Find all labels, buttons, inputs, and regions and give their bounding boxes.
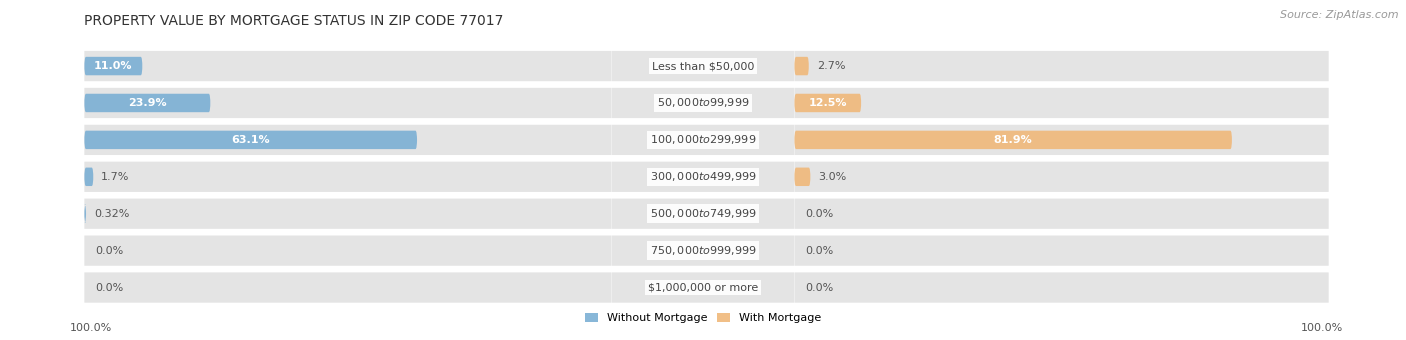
FancyBboxPatch shape: [794, 272, 1329, 303]
FancyBboxPatch shape: [84, 131, 418, 149]
Text: $100,000 to $299,999: $100,000 to $299,999: [650, 133, 756, 147]
FancyBboxPatch shape: [794, 51, 1329, 81]
FancyBboxPatch shape: [84, 204, 86, 223]
FancyBboxPatch shape: [794, 236, 1329, 266]
Text: Source: ZipAtlas.com: Source: ZipAtlas.com: [1281, 10, 1399, 20]
FancyBboxPatch shape: [84, 51, 612, 81]
Text: 63.1%: 63.1%: [232, 135, 270, 145]
FancyBboxPatch shape: [794, 131, 1232, 149]
Text: 0.0%: 0.0%: [96, 245, 124, 256]
Text: 100.0%: 100.0%: [70, 323, 112, 333]
Text: Less than $50,000: Less than $50,000: [652, 61, 754, 71]
Text: 3.0%: 3.0%: [818, 172, 846, 182]
FancyBboxPatch shape: [84, 57, 142, 75]
Text: 0.32%: 0.32%: [94, 209, 129, 219]
Legend: Without Mortgage, With Mortgage: Without Mortgage, With Mortgage: [581, 309, 825, 328]
FancyBboxPatch shape: [84, 125, 612, 155]
Text: $1,000,000 or more: $1,000,000 or more: [648, 283, 758, 292]
FancyBboxPatch shape: [612, 51, 794, 81]
FancyBboxPatch shape: [794, 168, 810, 186]
FancyBboxPatch shape: [794, 162, 1329, 192]
FancyBboxPatch shape: [612, 162, 794, 192]
FancyBboxPatch shape: [612, 88, 794, 118]
FancyBboxPatch shape: [612, 272, 794, 303]
FancyBboxPatch shape: [84, 199, 612, 229]
FancyBboxPatch shape: [84, 88, 612, 118]
FancyBboxPatch shape: [794, 94, 860, 112]
Text: $300,000 to $499,999: $300,000 to $499,999: [650, 170, 756, 183]
FancyBboxPatch shape: [84, 94, 211, 112]
FancyBboxPatch shape: [794, 88, 1329, 118]
FancyBboxPatch shape: [612, 236, 794, 266]
Text: $500,000 to $749,999: $500,000 to $749,999: [650, 207, 756, 220]
Text: PROPERTY VALUE BY MORTGAGE STATUS IN ZIP CODE 77017: PROPERTY VALUE BY MORTGAGE STATUS IN ZIP…: [84, 14, 503, 28]
Text: 23.9%: 23.9%: [128, 98, 167, 108]
Text: 0.0%: 0.0%: [806, 209, 834, 219]
Text: $750,000 to $999,999: $750,000 to $999,999: [650, 244, 756, 257]
FancyBboxPatch shape: [794, 125, 1329, 155]
FancyBboxPatch shape: [794, 57, 808, 75]
Text: 0.0%: 0.0%: [806, 245, 834, 256]
Text: 12.5%: 12.5%: [808, 98, 846, 108]
FancyBboxPatch shape: [612, 125, 794, 155]
FancyBboxPatch shape: [84, 162, 612, 192]
Text: 81.9%: 81.9%: [994, 135, 1032, 145]
Text: 2.7%: 2.7%: [817, 61, 845, 71]
FancyBboxPatch shape: [612, 199, 794, 229]
FancyBboxPatch shape: [84, 272, 612, 303]
FancyBboxPatch shape: [84, 168, 93, 186]
Text: 100.0%: 100.0%: [1301, 323, 1343, 333]
Text: 0.0%: 0.0%: [96, 283, 124, 292]
Text: 0.0%: 0.0%: [806, 283, 834, 292]
FancyBboxPatch shape: [84, 236, 612, 266]
Text: 1.7%: 1.7%: [101, 172, 129, 182]
Text: 11.0%: 11.0%: [94, 61, 132, 71]
Text: $50,000 to $99,999: $50,000 to $99,999: [657, 97, 749, 109]
FancyBboxPatch shape: [794, 199, 1329, 229]
